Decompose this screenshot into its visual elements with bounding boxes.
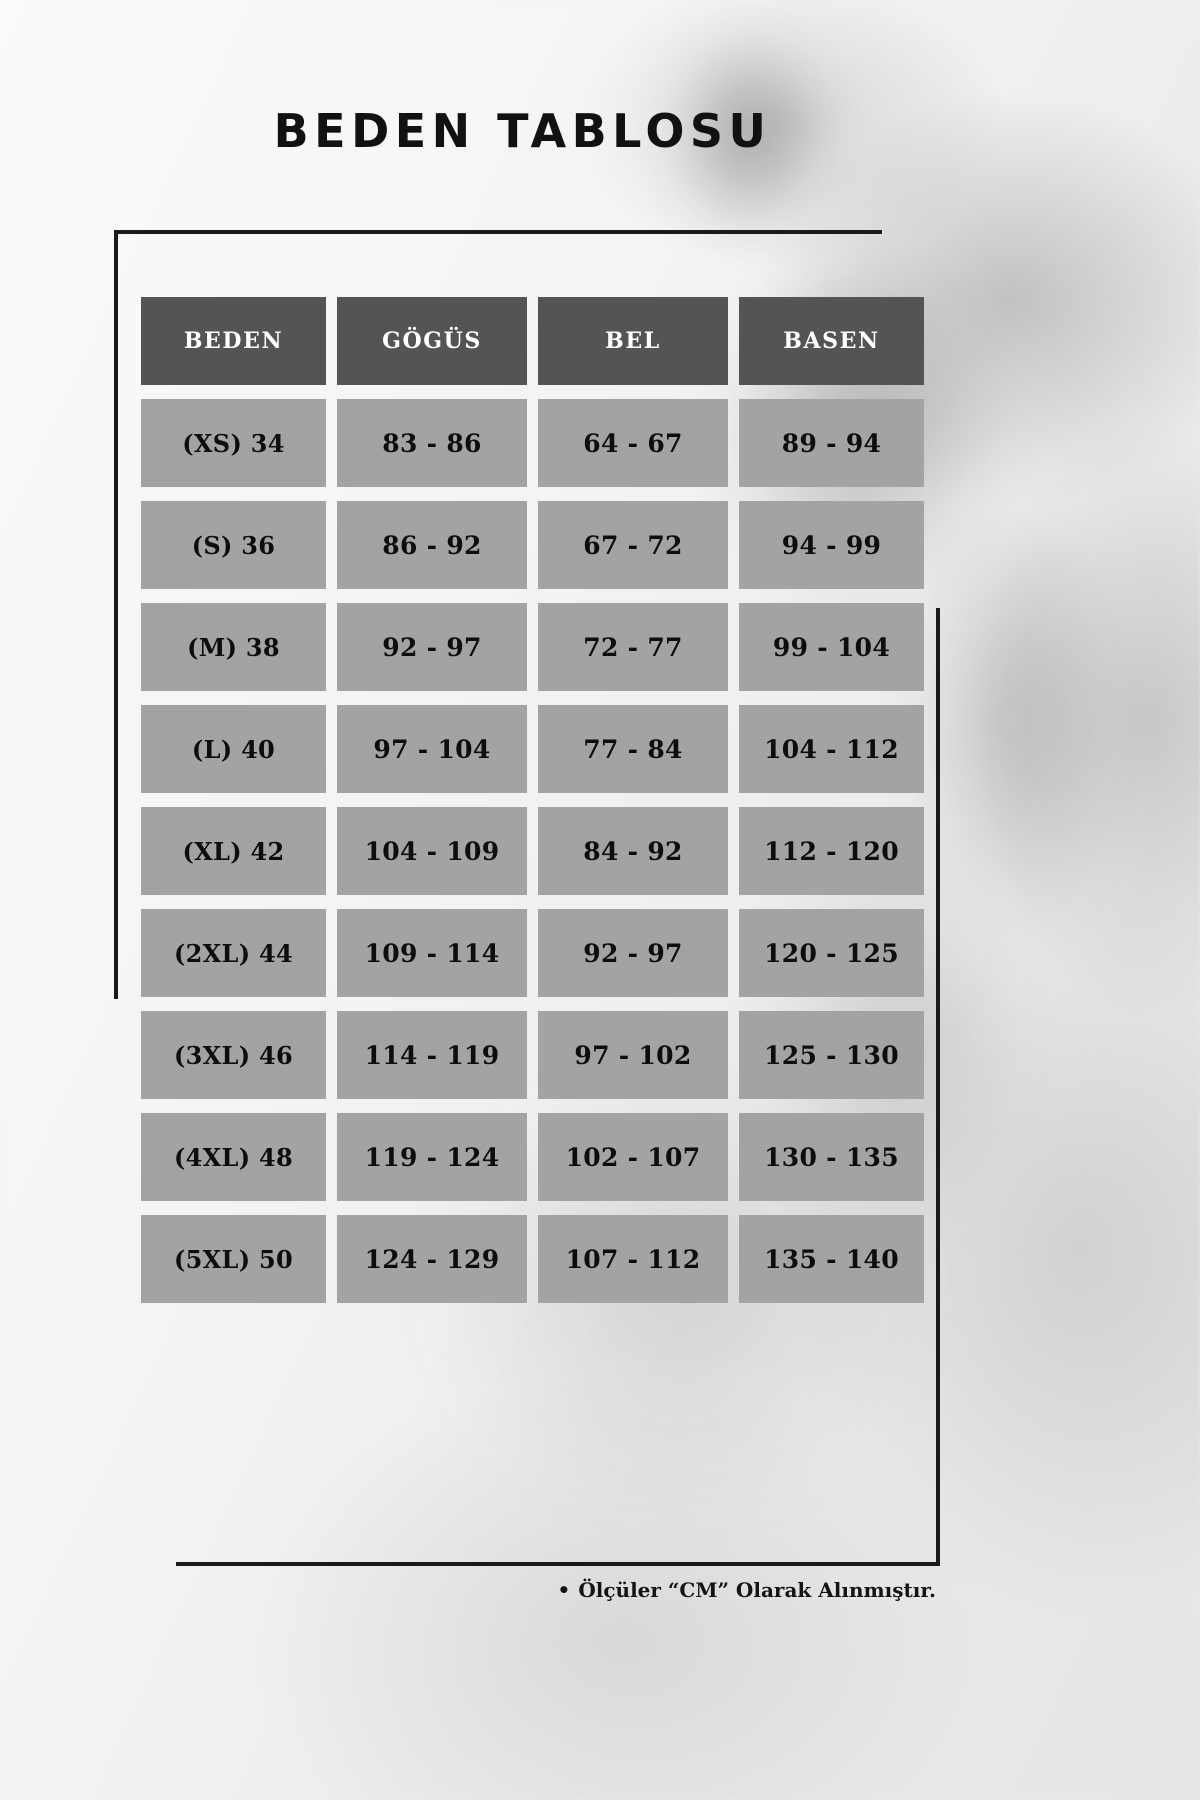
table-row: (5XL) 50 124 - 129 107 - 112 135 - 140 <box>141 1215 924 1303</box>
table-cell: 125 - 130 <box>739 1011 924 1099</box>
table-cell: 86 - 92 <box>337 501 527 589</box>
footnote-text: Ölçüler “CM” Olarak Alınmıştır. <box>578 1578 936 1602</box>
column-header-basen: BASEN <box>739 297 924 385</box>
column-header-bel: BEL <box>538 297 728 385</box>
table-cell: 97 - 104 <box>337 705 527 793</box>
column-header-beden: BEDEN <box>141 297 326 385</box>
table-cell: (XS) 34 <box>141 399 326 487</box>
table-row: (M) 38 92 - 97 72 - 77 99 - 104 <box>141 603 924 691</box>
table-row: (XL) 42 104 - 109 84 - 92 112 - 120 <box>141 807 924 895</box>
table-cell: (2XL) 44 <box>141 909 326 997</box>
table-cell: 92 - 97 <box>538 909 728 997</box>
table-cell: (4XL) 48 <box>141 1113 326 1201</box>
table-cell: (XL) 42 <box>141 807 326 895</box>
table-row: (S) 36 86 - 92 67 - 72 94 - 99 <box>141 501 924 589</box>
table-cell: 84 - 92 <box>538 807 728 895</box>
table-cell: 83 - 86 <box>337 399 527 487</box>
table-cell: 104 - 109 <box>337 807 527 895</box>
table-cell: 135 - 140 <box>739 1215 924 1303</box>
size-table: BEDEN GÖGÜS BEL BASEN (XS) 34 83 - 86 64 - 67 8… <box>141 297 924 1317</box>
table-cell: 114 - 119 <box>337 1011 527 1099</box>
table-row: (4XL) 48 119 - 124 102 - 107 130 - 135 <box>141 1113 924 1201</box>
table-cell: (L) 40 <box>141 705 326 793</box>
table-cell: 67 - 72 <box>538 501 728 589</box>
table-cell: (3XL) 46 <box>141 1011 326 1099</box>
corner-bracket-bottom-right <box>176 608 940 1566</box>
table-cell: 119 - 124 <box>337 1113 527 1201</box>
column-header-gögüs: GÖGÜS <box>337 297 527 385</box>
footnote: • Ölçüler “CM” Olarak Alınmıştır. <box>430 1578 936 1602</box>
table-cell: 107 - 112 <box>538 1215 728 1303</box>
table-cell: 104 - 112 <box>739 705 924 793</box>
table-row: (L) 40 97 - 104 77 - 84 104 - 112 <box>141 705 924 793</box>
table-cell: 77 - 84 <box>538 705 728 793</box>
table-cell: 92 - 97 <box>337 603 527 691</box>
table-cell: 120 - 125 <box>739 909 924 997</box>
table-cell: 97 - 102 <box>538 1011 728 1099</box>
table-cell: 112 - 120 <box>739 807 924 895</box>
table-row: (2XL) 44 109 - 114 92 - 97 120 - 125 <box>141 909 924 997</box>
footnote-bullet-icon: • <box>557 1578 571 1602</box>
table-cell: 130 - 135 <box>739 1113 924 1201</box>
table-row: (XS) 34 83 - 86 64 - 67 89 - 94 <box>141 399 924 487</box>
table-cell: 64 - 67 <box>538 399 728 487</box>
table-cell: (M) 38 <box>141 603 326 691</box>
table-cell: 109 - 114 <box>337 909 527 997</box>
table-row: (3XL) 46 114 - 119 97 - 102 125 - 130 <box>141 1011 924 1099</box>
table-cell: 102 - 107 <box>538 1113 728 1201</box>
table-cell: 89 - 94 <box>739 399 924 487</box>
table-cell: 99 - 104 <box>739 603 924 691</box>
corner-bracket-top-left <box>114 230 882 999</box>
table-cell: (5XL) 50 <box>141 1215 326 1303</box>
table-cell: 72 - 77 <box>538 603 728 691</box>
table-header-row: BEDEN GÖGÜS BEL BASEN <box>141 297 924 385</box>
table-cell: (S) 36 <box>141 501 326 589</box>
table-cell: 94 - 99 <box>739 501 924 589</box>
table-cell: 124 - 129 <box>337 1215 527 1303</box>
page-title: BEDEN TABLOSU <box>273 104 772 158</box>
